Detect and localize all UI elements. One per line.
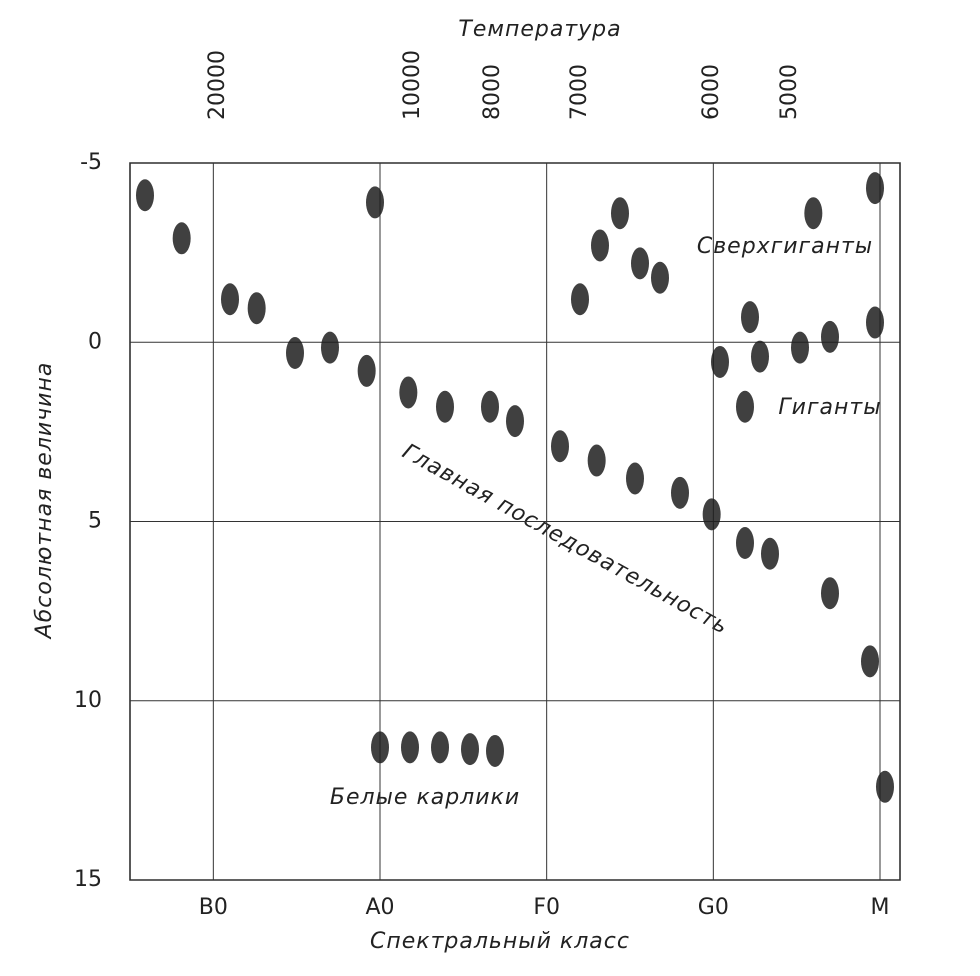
star-cluster xyxy=(436,390,454,423)
star-cluster xyxy=(136,179,154,212)
y-tick-label: 15 xyxy=(74,867,102,892)
star-cluster xyxy=(651,261,669,294)
y-axis-label: Абсолютная величина xyxy=(32,362,57,641)
star-cluster xyxy=(736,527,754,560)
annotation: Сверхгиганты xyxy=(697,234,873,259)
star-cluster xyxy=(399,376,418,409)
star-cluster xyxy=(551,430,569,463)
annotation: Главная последовательность xyxy=(398,439,733,640)
star-cluster xyxy=(481,390,499,423)
x-tick-label: A0 xyxy=(365,895,394,920)
star-cluster xyxy=(866,306,884,339)
x2-tick-label: 6000 xyxy=(699,64,724,120)
star-cluster xyxy=(804,197,823,230)
chart-title: Температура xyxy=(458,17,621,42)
star-cluster xyxy=(702,498,721,531)
star-cluster xyxy=(401,731,419,764)
x-tick-label: M xyxy=(871,895,890,920)
x2-tick-label: 7000 xyxy=(567,64,592,120)
star-cluster xyxy=(587,444,606,477)
star-cluster xyxy=(611,197,629,230)
star-cluster xyxy=(286,337,304,370)
y-tick-label: 5 xyxy=(88,509,102,534)
x-tick-label: B0 xyxy=(199,895,228,920)
star-cluster xyxy=(247,292,266,325)
star-cluster xyxy=(591,229,609,262)
star-cluster xyxy=(321,331,339,364)
y-tick-label: -5 xyxy=(80,150,102,175)
star-cluster xyxy=(366,186,384,219)
annotation: Гиганты xyxy=(778,395,881,420)
x2-tick-label: 5000 xyxy=(777,64,802,120)
star-cluster xyxy=(866,172,884,205)
star-cluster xyxy=(461,733,479,766)
star-cluster xyxy=(671,476,689,509)
x-axis-label: Спектральный класс xyxy=(370,929,630,954)
star-cluster xyxy=(736,390,754,423)
star-cluster xyxy=(751,340,769,373)
star-cluster xyxy=(861,645,879,678)
star-cluster xyxy=(876,770,894,803)
star-cluster xyxy=(761,537,779,570)
annotation: Белые карлики xyxy=(330,785,520,810)
star-cluster xyxy=(791,331,809,364)
x2-tick-label: 10000 xyxy=(400,50,425,120)
x2-tick-label: 8000 xyxy=(480,64,505,120)
star-cluster xyxy=(626,462,644,495)
x-tick-label: F0 xyxy=(533,895,560,920)
star-cluster xyxy=(631,247,649,280)
star-cluster xyxy=(431,731,449,764)
x2-tick-label: 20000 xyxy=(205,50,230,120)
star-cluster xyxy=(741,301,759,334)
star-cluster xyxy=(571,283,589,316)
y-tick-label: 10 xyxy=(74,688,102,713)
star-cluster xyxy=(821,320,839,353)
star-cluster xyxy=(357,354,376,387)
star-cluster xyxy=(486,734,504,767)
star-cluster xyxy=(221,283,239,316)
y-tick-label: 0 xyxy=(88,329,102,354)
star-cluster xyxy=(172,222,191,255)
x-tick-label: G0 xyxy=(698,895,729,920)
star-cluster xyxy=(506,405,524,438)
star-cluster xyxy=(711,345,729,378)
star-cluster xyxy=(821,577,839,610)
star-cluster xyxy=(371,731,389,764)
